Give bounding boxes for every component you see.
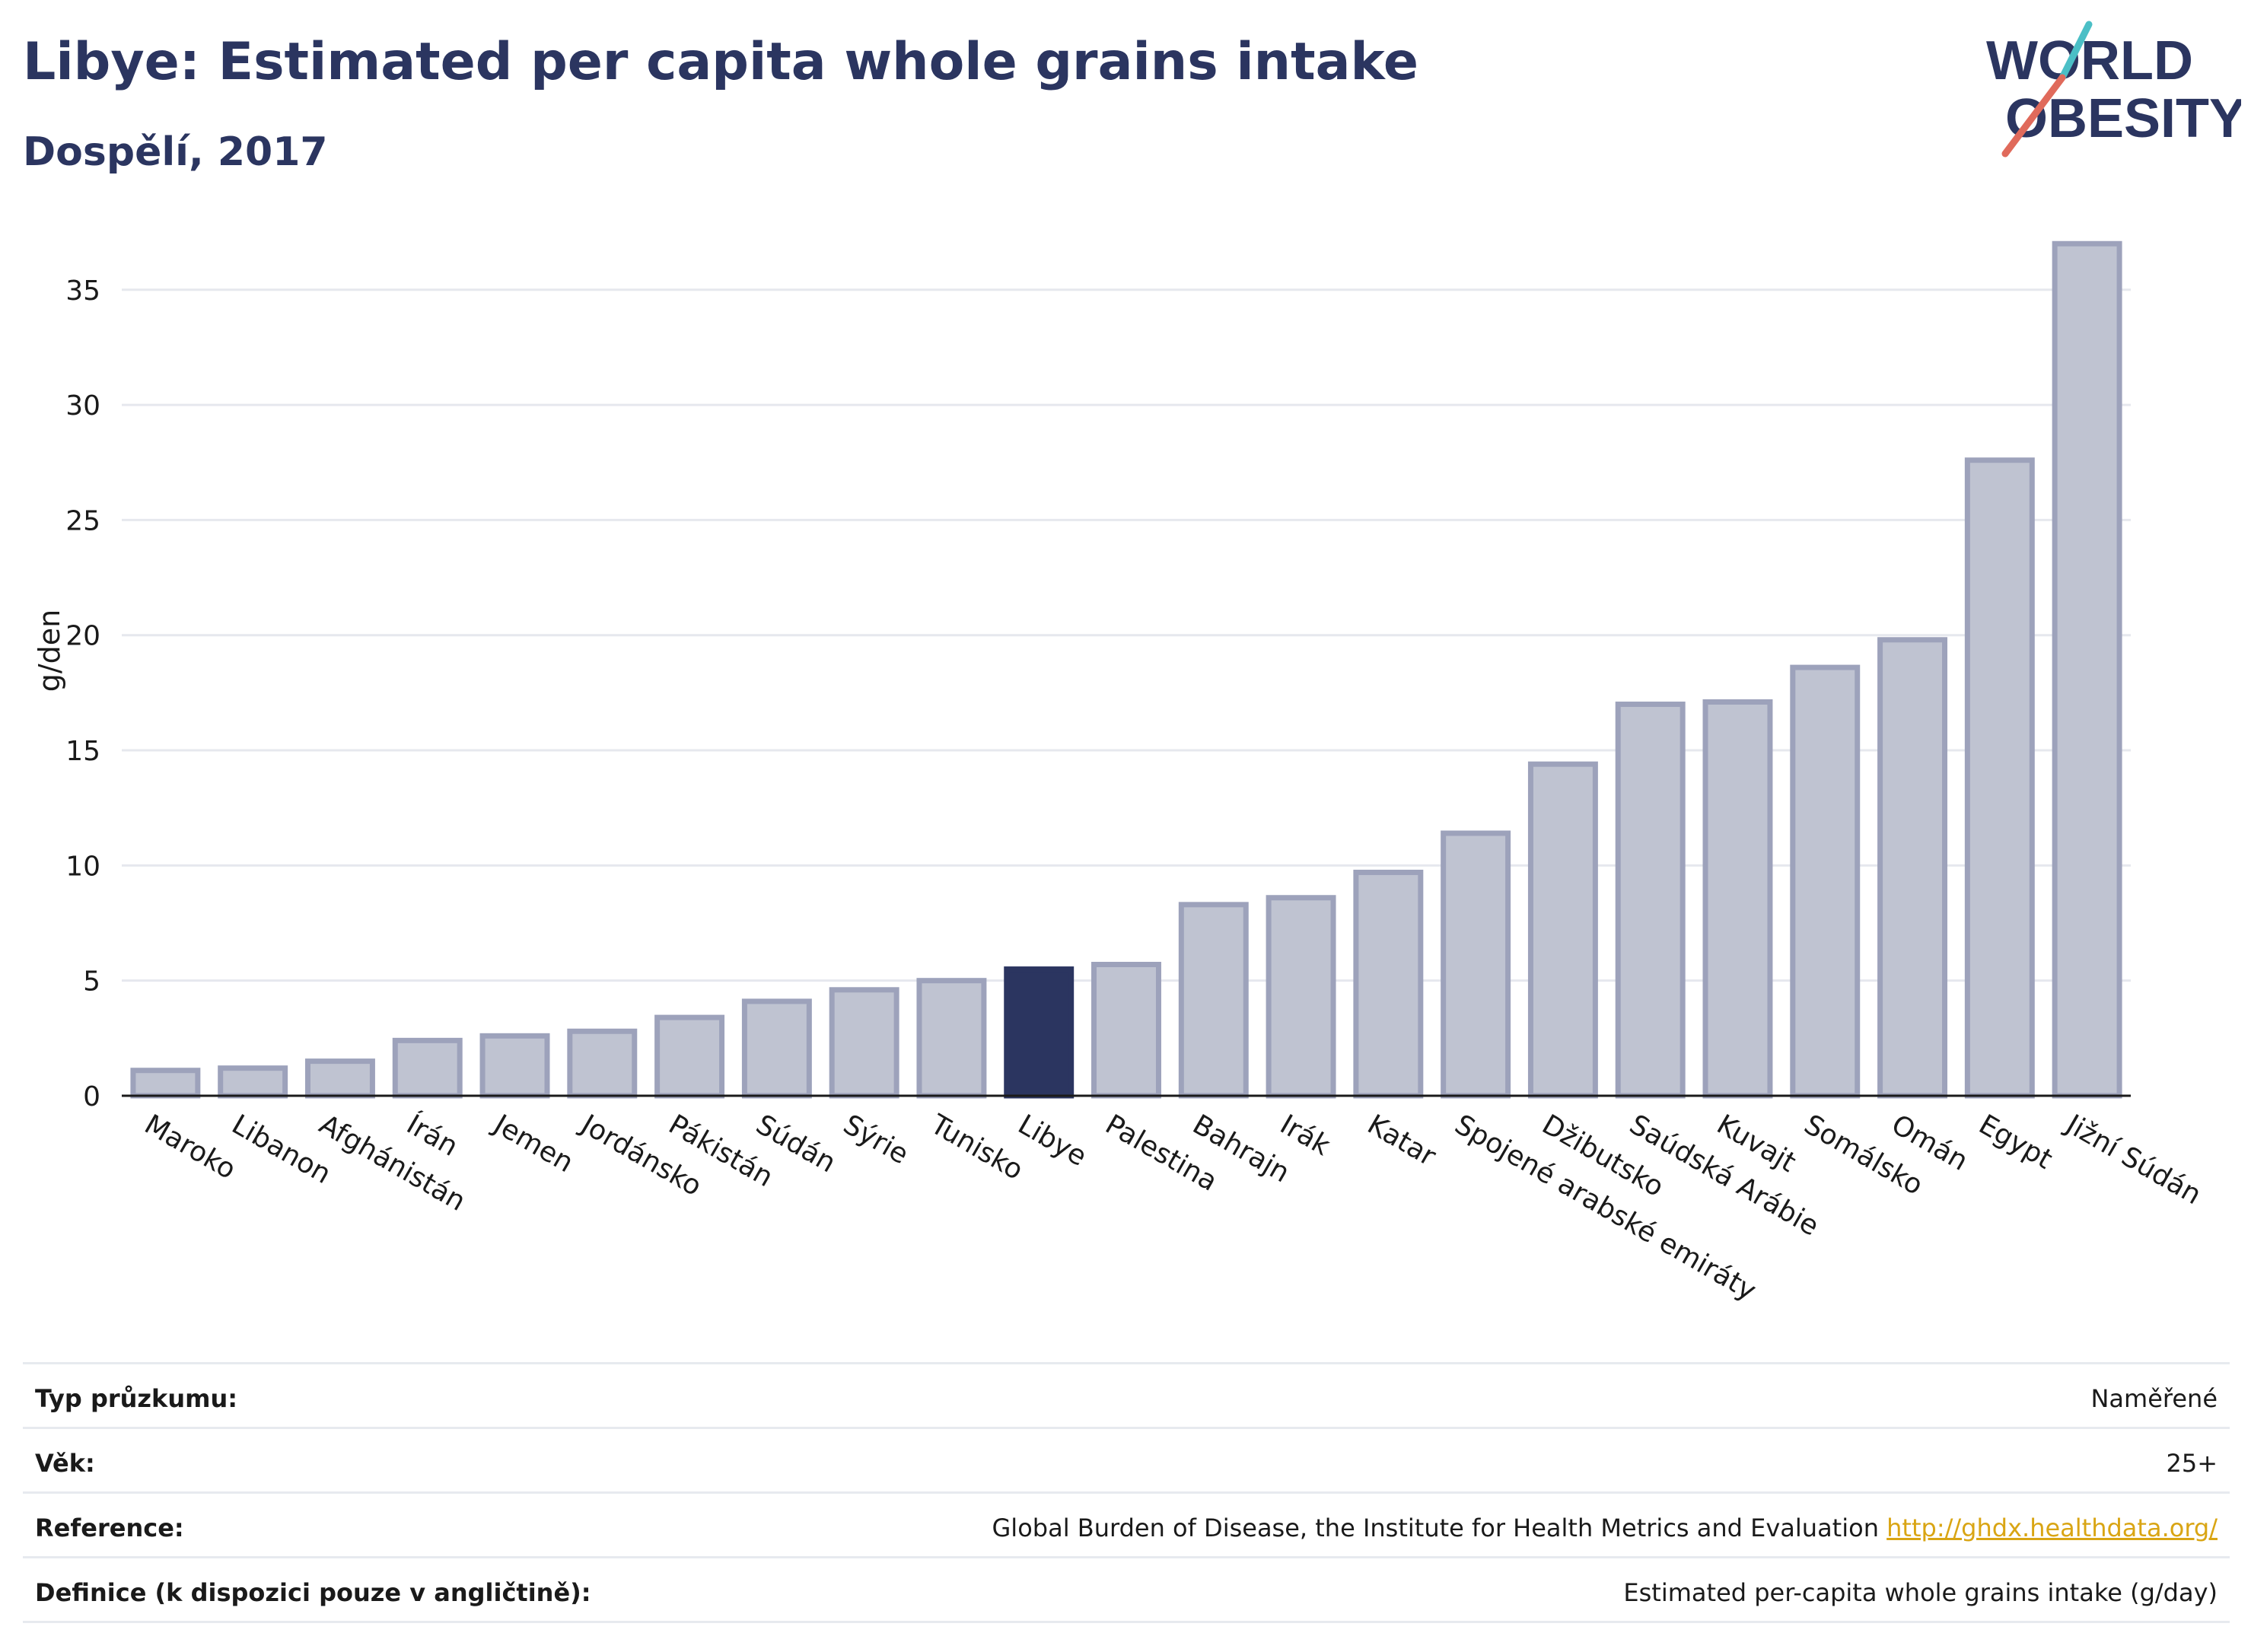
x-tick-label: Jižní Súdán xyxy=(2059,1108,2206,1211)
logo-slash-teal xyxy=(2058,21,2093,81)
info-value: Estimated per-capita whole grains intake… xyxy=(1623,1578,2218,1607)
bar xyxy=(916,978,987,1099)
y-tick-label: 15 xyxy=(65,736,100,767)
x-tick-label: Katar xyxy=(1362,1109,1441,1173)
bar xyxy=(829,987,899,1099)
bar xyxy=(392,1037,463,1099)
reference-link[interactable]: http://ghdx.healthdata.org/ xyxy=(1886,1514,2218,1542)
x-tick-label: Spojené arabské emiráty xyxy=(1450,1109,1762,1307)
bar-chart: 0 5 10 15 20 25 30 35 MarokoLibanonAfghánistánÍ… xyxy=(33,240,2206,1307)
bar xyxy=(2052,240,2122,1099)
bar xyxy=(1615,702,1686,1099)
y-axis-label: g/den xyxy=(33,610,66,692)
y-tick-label: 25 xyxy=(65,505,100,536)
info-row-reference: Reference: Global Burden of Disease, the… xyxy=(23,1491,2230,1556)
bar xyxy=(218,1065,288,1099)
y-tick-label: 0 xyxy=(83,1081,100,1112)
bar xyxy=(1178,902,1249,1099)
bar xyxy=(1441,830,1511,1099)
y-tick-label: 5 xyxy=(83,966,100,998)
x-tick-label: Afghánistán xyxy=(314,1109,470,1218)
x-tick-label: Irák xyxy=(1275,1109,1336,1162)
x-tick-label: Tunisko xyxy=(925,1109,1028,1186)
x-tick-label: Maroko xyxy=(139,1109,241,1186)
bar xyxy=(1091,962,1161,1099)
bar xyxy=(1877,637,1948,1099)
info-row-age: Věk: 25+ xyxy=(23,1427,2230,1491)
info-label: Věk: xyxy=(35,1449,95,1478)
y-tick-label: 30 xyxy=(65,390,100,422)
y-tick-label: 20 xyxy=(65,621,100,652)
info-row-survey-type: Typ průzkumu: Naměřené xyxy=(23,1362,2230,1427)
bars xyxy=(130,240,2122,1099)
bar xyxy=(1790,664,1861,1099)
bar xyxy=(567,1028,638,1099)
x-tick-label: Sýrie xyxy=(838,1109,913,1170)
bar xyxy=(1702,699,1773,1099)
bar xyxy=(1353,869,1424,1099)
chart-title: Libye: Estimated per capita whole grains… xyxy=(23,32,1418,92)
info-value: 25+ xyxy=(2166,1449,2218,1478)
y-tick-label: 10 xyxy=(65,851,100,882)
info-table: Typ průzkumu: Naměřené Věk: 25+ Referenc… xyxy=(23,1362,2230,1623)
info-row-definition: Definice (k dispozici pouze v angličtině… xyxy=(23,1556,2230,1623)
info-value: Naměřené xyxy=(2090,1384,2218,1413)
bar-highlight xyxy=(1004,966,1075,1099)
bar xyxy=(479,1033,550,1099)
bar xyxy=(1527,761,1598,1099)
x-tick-label: Jemen xyxy=(487,1108,578,1179)
bar xyxy=(304,1058,375,1099)
bar xyxy=(1266,895,1336,1099)
bar xyxy=(130,1068,201,1099)
world-obesity-logo: WORLD OBESITY xyxy=(1986,21,2241,158)
bar xyxy=(1964,457,2035,1099)
y-axis-ticks: 0 5 10 15 20 25 30 35 xyxy=(65,275,100,1112)
bar xyxy=(741,998,812,1099)
info-label: Reference: xyxy=(35,1514,184,1542)
x-tick-label: Egypt xyxy=(1973,1109,2057,1175)
x-tick-label: Libanon xyxy=(227,1109,336,1190)
logo-text-world: WORLD xyxy=(1986,30,2193,91)
reference-text: Global Burden of Disease, the Institute … xyxy=(992,1514,1879,1542)
x-tick-label: Írán xyxy=(401,1108,463,1163)
info-label: Typ průzkumu: xyxy=(35,1384,238,1413)
info-value-reference: Global Burden of Disease, the Institute … xyxy=(992,1514,2218,1542)
bar xyxy=(654,1014,725,1099)
chart-subtitle: Dospělí, 2017 xyxy=(23,129,328,175)
logo-slash-coral xyxy=(2001,74,2066,158)
info-label: Definice (k dispozici pouze v angličtině… xyxy=(35,1578,591,1607)
y-tick-label: 35 xyxy=(65,275,100,307)
